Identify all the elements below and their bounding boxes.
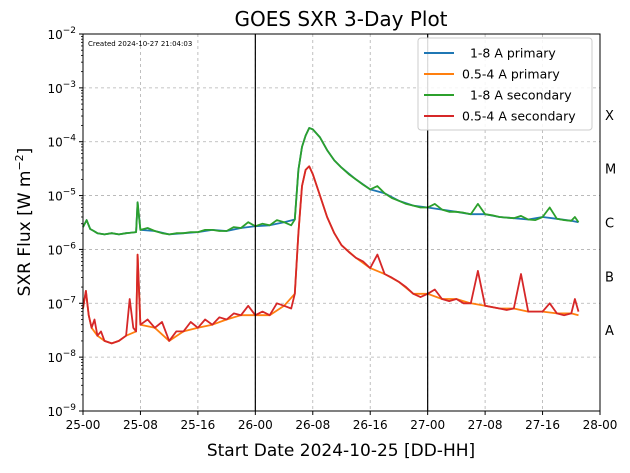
flare-class-1: B — [605, 270, 614, 285]
legend-label-3: 0.5-4 A secondary — [462, 109, 576, 124]
y-tick-base-3: 10 — [47, 243, 62, 257]
created-note: Created 2024-10-27 21:04:03 — [88, 40, 192, 48]
x-axis-label: Start Date 2024-10-25 [DD-HH] — [207, 441, 475, 461]
y-axis-label-exponent: −2 — [13, 154, 26, 170]
y-tick-base-7: 10 — [47, 28, 62, 42]
y-tick-base-1: 10 — [47, 351, 62, 365]
legend-label-2: 1-8 A secondary — [462, 88, 572, 103]
x-tick-label-3: 26-00 — [238, 418, 273, 432]
x-tick-label-0: 25-00 — [66, 418, 101, 432]
y-tick-exponent-7: −2 — [63, 26, 76, 36]
y-tick-base-6: 10 — [47, 82, 62, 96]
y-tick-exponent-2: −7 — [63, 295, 76, 305]
legend-box — [417, 37, 593, 131]
y-tick-label-5: 10−4 — [47, 134, 76, 150]
legend: 1-8 A primary 0.5-4 A primary 1-8 A secon… — [417, 37, 593, 131]
y-tick-label-0: 10−9 — [47, 403, 76, 419]
flare-class-0: A — [605, 324, 614, 339]
series-line-2 — [82, 127, 580, 236]
y-tick-label-1: 10−8 — [47, 349, 76, 365]
y-tick-exponent-6: −3 — [63, 80, 76, 90]
y-tick-exponent-5: −4 — [63, 134, 77, 144]
y-tick-label-3: 10−6 — [47, 241, 76, 257]
y-tick-label-2: 10−7 — [47, 295, 76, 311]
y-tick-base-4: 10 — [47, 190, 62, 204]
y-tick-exponent-4: −5 — [63, 188, 76, 198]
y-tick-base-0: 10 — [47, 405, 62, 419]
legend-label-0: 1-8 A primary — [462, 46, 556, 61]
flare-class-3: M — [605, 163, 616, 178]
y-axis-label: SXR Flux [W m−2] — [13, 148, 35, 297]
y-tick-label-4: 10−5 — [47, 188, 76, 204]
x-tick-label-1: 25-08 — [123, 418, 158, 432]
x-axis-ticks: 25-00 25-08 25-16 26-00 26-08 26-16 27-00 27-08… — [66, 411, 618, 432]
x-tick-label-5: 26-16 — [353, 418, 388, 432]
chart-title: GOES SXR 3-Day Plot — [234, 7, 447, 31]
flare-class-2: C — [605, 217, 614, 232]
y-axis-label-main: SXR Flux [W m — [15, 171, 35, 297]
y-axis-label-close: ] — [15, 148, 35, 155]
x-tick-label-9: 28-00 — [583, 418, 618, 432]
x-tick-label-2: 25-16 — [180, 418, 215, 432]
x-tick-label-7: 27-08 — [468, 418, 503, 432]
series-line-3 — [82, 165, 580, 345]
y-tick-exponent-0: −9 — [63, 403, 77, 413]
y-axis-ticks: 10−910−810−710−610−510−410−310−2 — [47, 26, 83, 419]
plot-frame — [82, 33, 601, 412]
legend-label-1: 0.5-4 A primary — [462, 67, 560, 82]
y-tick-exponent-1: −8 — [63, 349, 77, 359]
x-tick-label-4: 26-08 — [295, 418, 330, 432]
x-tick-label-6: 27-00 — [410, 418, 445, 432]
flare-class-4: X — [605, 109, 614, 124]
y-tick-exponent-3: −6 — [63, 241, 77, 251]
y-tick-label-6: 10−3 — [47, 80, 76, 96]
flare-class-labels: A B C M X — [605, 109, 616, 339]
y-tick-label-7: 10−2 — [47, 26, 76, 42]
series-lines — [82, 127, 580, 345]
y-tick-base-5: 10 — [47, 136, 62, 150]
x-tick-label-8: 27-16 — [525, 418, 560, 432]
y-tick-base-2: 10 — [47, 297, 62, 311]
